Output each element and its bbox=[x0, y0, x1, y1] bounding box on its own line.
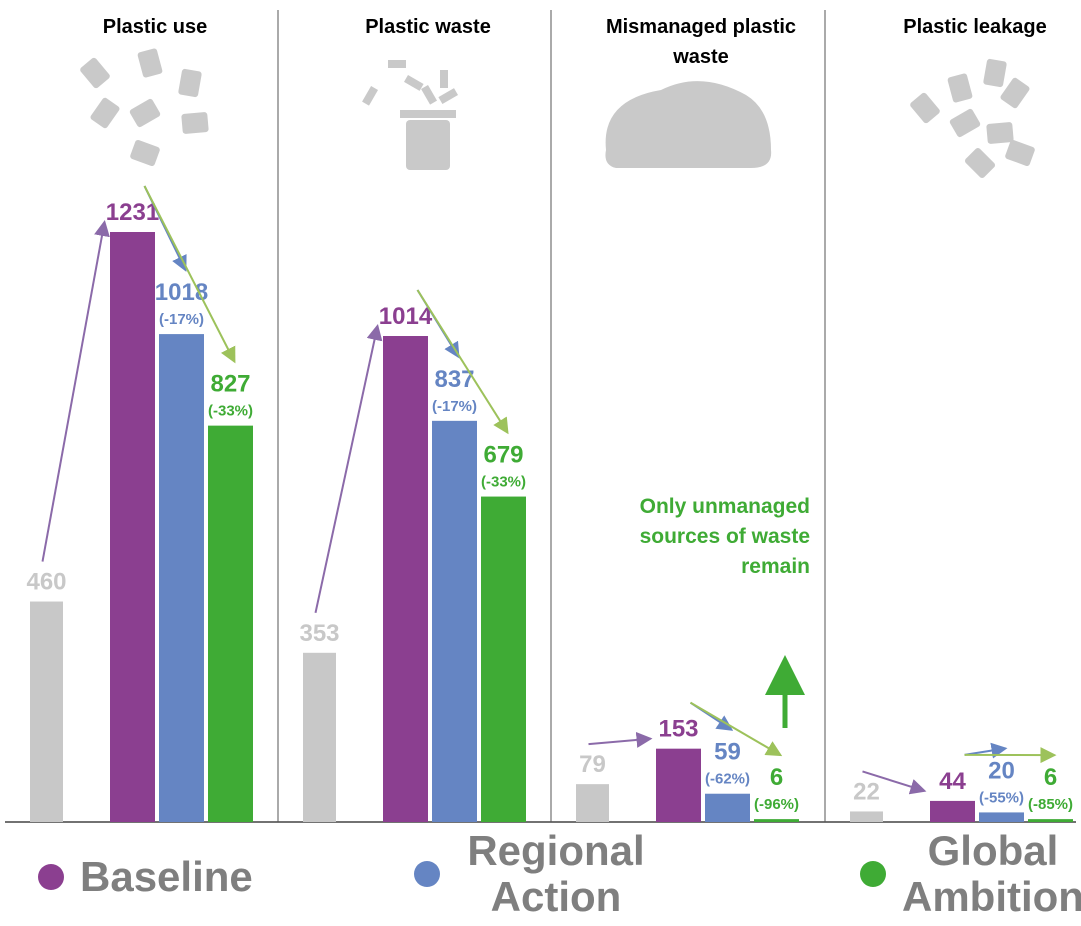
icon-shape bbox=[181, 112, 209, 134]
change-label: (-33%) bbox=[208, 403, 253, 420]
arrow bbox=[862, 770, 927, 795]
legend-label: Baseline bbox=[80, 853, 253, 900]
legend-label: Regional Action bbox=[467, 827, 645, 920]
value-label: 153 bbox=[658, 716, 698, 743]
icon-shape bbox=[362, 86, 378, 106]
change-label: (-96%) bbox=[754, 796, 799, 813]
bar bbox=[705, 793, 750, 822]
icon-shape bbox=[910, 92, 940, 124]
value-label: 44 bbox=[939, 768, 966, 795]
icon bbox=[605, 81, 772, 168]
icon-shape bbox=[1005, 140, 1035, 166]
icon-shape bbox=[178, 68, 202, 98]
arrow bbox=[588, 731, 653, 748]
legend-item: Baseline bbox=[38, 854, 253, 900]
icon-shape bbox=[440, 70, 448, 88]
bar bbox=[159, 334, 204, 822]
change-label: (-55%) bbox=[979, 789, 1024, 806]
arrow bbox=[143, 185, 236, 364]
bar bbox=[930, 800, 975, 822]
legend-label: Global Ambition bbox=[902, 827, 1081, 920]
value-label: 1231 bbox=[106, 199, 159, 226]
icon-shape bbox=[90, 97, 120, 129]
icon-shape bbox=[947, 73, 973, 103]
legend-marker bbox=[860, 861, 886, 887]
value-label: 59 bbox=[714, 739, 741, 766]
bar bbox=[303, 652, 336, 822]
change-label: (-17%) bbox=[432, 398, 477, 415]
icon bbox=[362, 60, 458, 170]
value-label: 679 bbox=[483, 442, 523, 469]
change-label: (-62%) bbox=[705, 771, 750, 788]
bar bbox=[432, 420, 477, 822]
value-label: 20 bbox=[988, 757, 1015, 784]
value-label: 22 bbox=[853, 778, 880, 805]
icon-shape bbox=[404, 75, 424, 91]
icon-shape bbox=[605, 81, 772, 168]
arrow bbox=[689, 701, 783, 757]
panel-title: Mismanaged plastic waste bbox=[605, 16, 797, 68]
legend-marker bbox=[38, 864, 64, 890]
icon-shape bbox=[983, 58, 1007, 88]
change-label: (-33%) bbox=[481, 474, 526, 491]
icon-shape bbox=[1000, 77, 1030, 109]
arrow bbox=[416, 289, 509, 435]
bar bbox=[850, 811, 883, 822]
arrow bbox=[314, 324, 383, 614]
bar bbox=[979, 812, 1024, 822]
icon-shape bbox=[388, 60, 406, 68]
icon-shape bbox=[406, 120, 450, 170]
bar bbox=[30, 601, 63, 822]
icon-shape bbox=[964, 147, 996, 179]
legend-item: Regional Action bbox=[414, 828, 656, 920]
value-label: 827 bbox=[210, 371, 250, 398]
bar bbox=[1028, 819, 1073, 822]
bar bbox=[656, 748, 701, 822]
value-label: 6 bbox=[770, 764, 783, 791]
value-label: 1014 bbox=[379, 303, 433, 330]
icon-shape bbox=[949, 108, 981, 138]
icon-shape bbox=[130, 140, 160, 166]
icon bbox=[910, 58, 1035, 179]
icon-shape bbox=[80, 57, 110, 89]
bar bbox=[754, 819, 799, 822]
icon-shape bbox=[438, 88, 458, 104]
icon-shape bbox=[129, 98, 161, 128]
bar bbox=[208, 425, 253, 822]
icon-shape bbox=[137, 48, 163, 78]
change-label: (-17%) bbox=[159, 311, 204, 328]
panel-title: Plastic use bbox=[102, 16, 208, 38]
legend-marker bbox=[414, 861, 440, 887]
value-label: 460 bbox=[26, 569, 66, 596]
value-label: 353 bbox=[299, 620, 339, 647]
icon bbox=[80, 48, 209, 166]
arrow bbox=[964, 742, 1008, 759]
bar bbox=[383, 336, 428, 822]
icon-shape bbox=[400, 110, 456, 118]
panel-title: Plastic waste bbox=[365, 16, 491, 38]
legend-item: Global Ambition bbox=[860, 828, 1081, 920]
arrow bbox=[41, 220, 110, 562]
bar bbox=[576, 784, 609, 822]
value-label: 6 bbox=[1044, 764, 1057, 791]
icon-shape bbox=[421, 85, 437, 105]
annotation: Only unmanaged sources of waste remain bbox=[639, 495, 810, 578]
value-label: 79 bbox=[579, 751, 606, 778]
bar bbox=[481, 496, 526, 822]
panel-title: Plastic leakage bbox=[903, 16, 1047, 38]
change-label: (-85%) bbox=[1028, 796, 1073, 813]
bar bbox=[110, 232, 155, 822]
icon-shape bbox=[986, 122, 1014, 144]
